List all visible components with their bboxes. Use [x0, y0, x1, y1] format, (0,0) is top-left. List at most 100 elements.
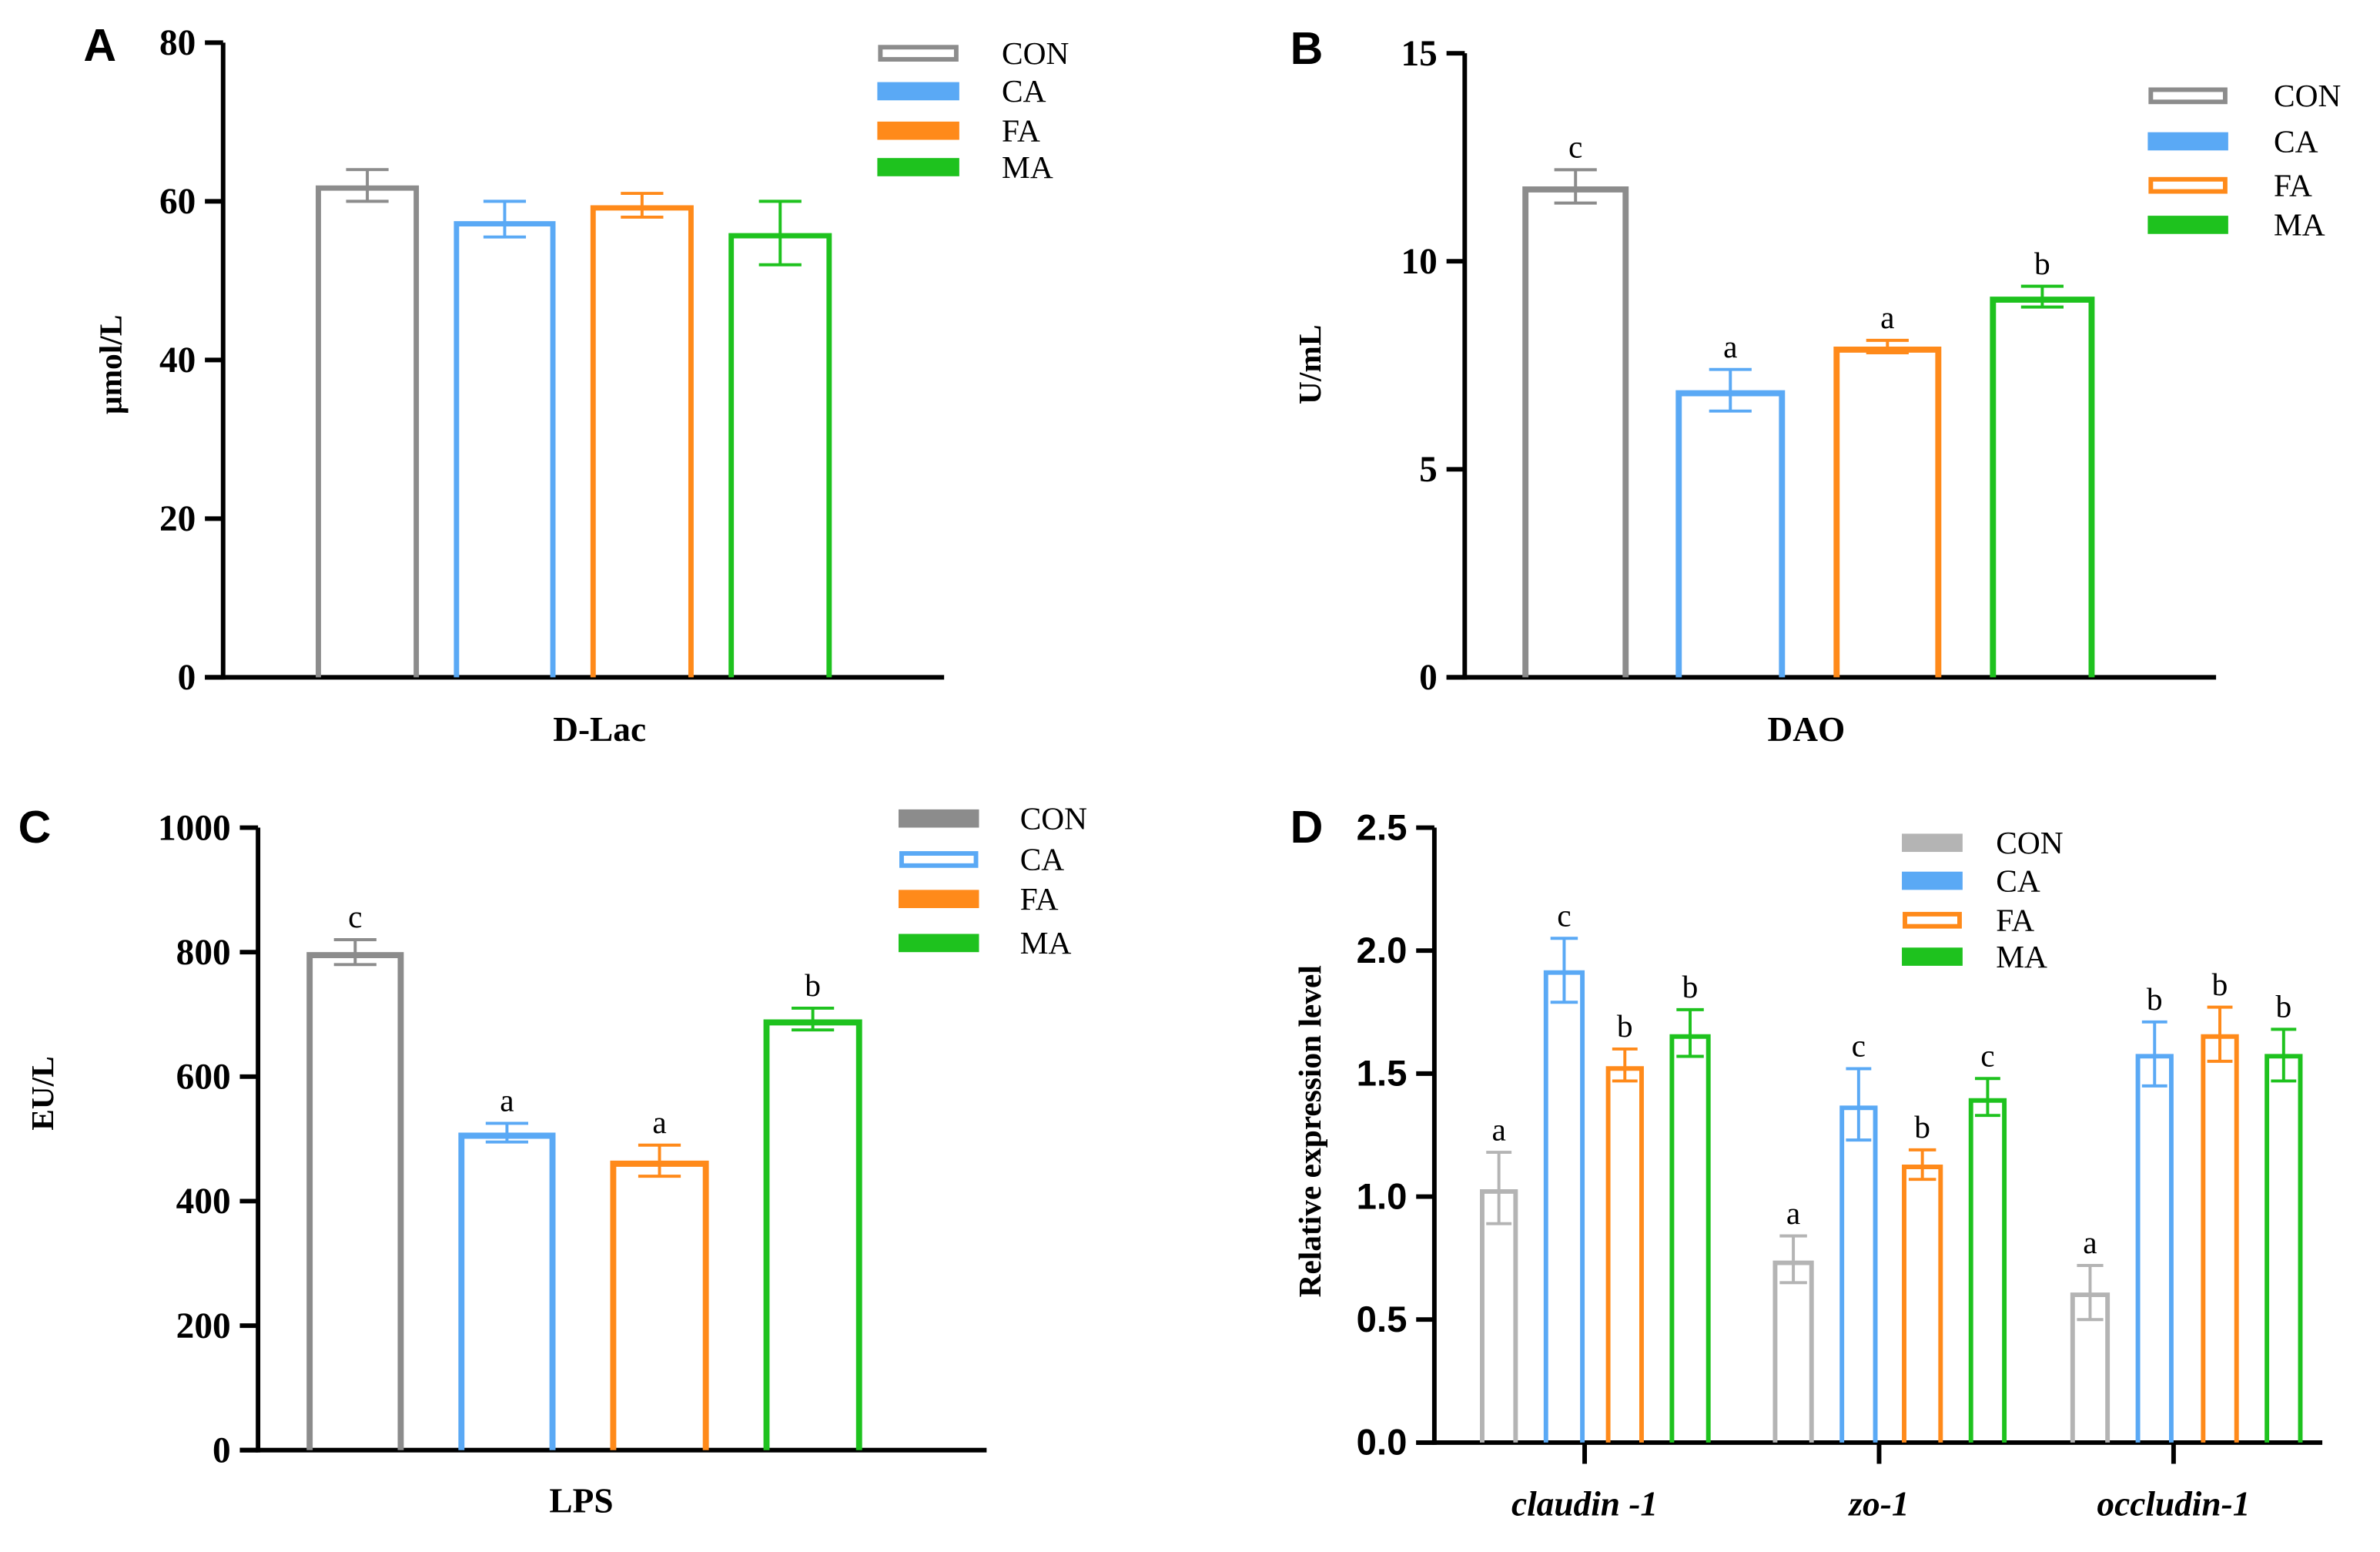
legend-label-fa: FA — [1020, 881, 1059, 917]
y-tick-label: 0 — [213, 1431, 231, 1471]
legend-swatch-ma — [2147, 216, 2228, 234]
legend-label-ma: MA — [1020, 925, 1072, 960]
error-bar-ca — [2141, 1020, 2167, 1088]
legend-label-ma: MA — [1996, 939, 2047, 974]
legend-label-ca: CA — [1996, 863, 2040, 898]
legend-label-con: CON — [1002, 35, 1069, 71]
bar-ca — [2135, 1054, 2174, 1443]
error-bar-ma — [2271, 1027, 2297, 1083]
y-axis-label: U/mL — [1292, 325, 1327, 404]
significance-letter: c — [1852, 1028, 1866, 1064]
panel-letter: B — [1290, 22, 1324, 74]
error-bar-ma — [792, 1006, 835, 1032]
bar-fa — [610, 1160, 709, 1450]
legend-swatch-ca — [1902, 871, 1963, 890]
significance-letter: b — [2275, 989, 2291, 1024]
y-tick-label: 1000 — [158, 808, 231, 848]
legend-label-fa: FA — [2274, 167, 2312, 203]
significance-letter: b — [1682, 969, 1699, 1004]
y-tick-label: 2.0 — [1357, 930, 1408, 971]
significance-letter: a — [1723, 329, 1737, 364]
significance-letter: a — [652, 1105, 666, 1140]
error-bar-ma — [2020, 284, 2064, 309]
y-tick-label: 80 — [159, 23, 196, 63]
significance-letter: b — [2034, 246, 2050, 281]
error-bar-con — [346, 168, 389, 203]
legend-swatch-ca — [877, 82, 959, 101]
significance-letter: b — [2147, 981, 2163, 1017]
y-axis-label: μmol/L — [93, 315, 129, 414]
legend-swatch-con — [2148, 87, 2228, 105]
significance-letter: a — [500, 1083, 514, 1118]
bar-con — [1772, 1260, 1814, 1443]
panel-letter: C — [18, 801, 52, 853]
legend-label-ma: MA — [2274, 207, 2325, 243]
bar-fa — [1902, 1165, 1943, 1443]
error-bar-fa — [1908, 1148, 1936, 1182]
error-bar-con — [1779, 1234, 1807, 1285]
bar-con — [1522, 186, 1629, 678]
error-bar-fa — [1866, 338, 1909, 355]
bar-ma — [1669, 1034, 1711, 1443]
x-tick-label: zo-1 — [1847, 1485, 1909, 1524]
error-bar-ca — [485, 1121, 529, 1144]
bar-ma — [1968, 1098, 2007, 1443]
y-tick-label: 0.5 — [1357, 1299, 1408, 1340]
significance-letter: b — [1914, 1109, 1930, 1145]
significance-letter: a — [2083, 1225, 2097, 1260]
bar-con — [306, 952, 404, 1450]
x-axis-label: LPS — [549, 1482, 613, 1520]
y-tick-label: 1.5 — [1357, 1054, 1408, 1094]
y-tick-label: 5 — [1419, 450, 1438, 490]
legend-swatch-ca — [899, 851, 979, 868]
legend-label-fa: FA — [1996, 903, 2034, 938]
y-axis-label: EU/L — [25, 1056, 60, 1131]
error-bar-ca — [483, 199, 527, 239]
error-bar-fa — [2207, 1005, 2233, 1063]
legend-label-con: CON — [2274, 78, 2341, 113]
legend-swatch-con — [899, 809, 979, 828]
significance-letter: c — [1568, 129, 1582, 165]
legend-label-ca: CA — [1020, 842, 1065, 877]
error-bar-ma — [1676, 1007, 1704, 1058]
y-tick-label: 40 — [159, 340, 196, 380]
significance-letter: b — [1617, 1008, 1633, 1044]
bar-ca — [1543, 970, 1585, 1443]
bar-ca — [1839, 1105, 1878, 1443]
significance-letter: a — [1786, 1195, 1800, 1231]
bar-ma — [1990, 297, 2095, 678]
legend-swatch-ma — [1902, 947, 1963, 966]
bar-con — [316, 185, 420, 678]
significance-letter: c — [1980, 1037, 1994, 1073]
significance-letter: c — [348, 899, 362, 934]
y-tick-label: 600 — [176, 1058, 231, 1098]
panel-letter: D — [1290, 801, 1324, 853]
legend-swatch-ma — [877, 158, 959, 176]
legend-swatch-ca — [2147, 132, 2228, 151]
legend-label-ma: MA — [1002, 149, 1053, 185]
y-tick-label: 1.0 — [1357, 1176, 1408, 1217]
error-bar-fa — [638, 1143, 681, 1178]
legend-swatch-con — [878, 45, 959, 62]
legend-swatch-ma — [899, 934, 979, 953]
error-bar-ca — [1846, 1067, 1872, 1142]
y-tick-label: 2.5 — [1357, 807, 1408, 848]
significance-letter: c — [1557, 897, 1571, 933]
bar-ca — [1675, 390, 1786, 678]
y-tick-label: 0.0 — [1357, 1423, 1408, 1463]
y-axis-label: Relative expression level — [1292, 965, 1327, 1297]
legend-swatch-fa — [899, 890, 979, 909]
bar-fa — [1605, 1066, 1644, 1443]
bar-con — [1480, 1188, 1518, 1443]
significance-letter: a — [1491, 1111, 1505, 1147]
legend-swatch-fa — [2148, 176, 2228, 194]
y-tick-label: 15 — [1401, 34, 1438, 74]
bar-ca — [458, 1132, 556, 1450]
x-axis-label: DAO — [1767, 710, 1845, 749]
x-tick-label: occludin-1 — [2097, 1485, 2250, 1524]
y-tick-label: 10 — [1401, 242, 1438, 282]
legend-label-ca: CA — [1002, 73, 1046, 109]
y-tick-label: 20 — [159, 499, 196, 539]
error-bar-con — [2077, 1263, 2104, 1322]
